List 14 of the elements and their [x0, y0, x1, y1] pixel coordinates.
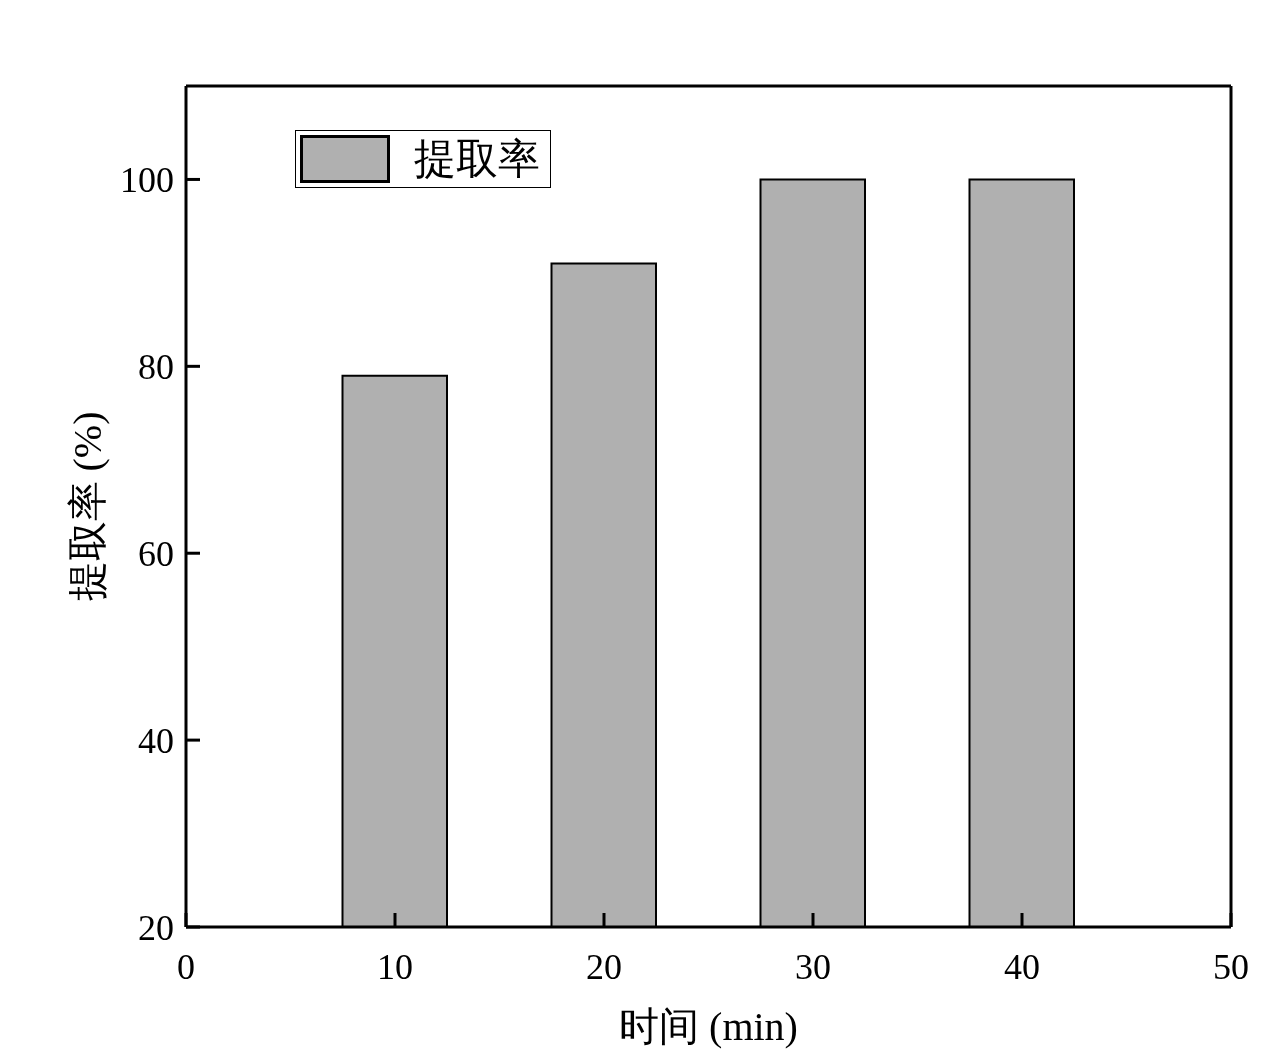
x-tick-label: 40: [1004, 946, 1040, 987]
legend-label: 提取率: [414, 136, 540, 182]
x-tick-label: 30: [795, 946, 831, 987]
y-tick-label: 60: [138, 534, 174, 574]
y-tick-label: 40: [138, 720, 174, 761]
y-tick-label: 20: [138, 907, 174, 948]
x-tick-label: 20: [586, 946, 622, 987]
x-tick-label: 0: [177, 946, 195, 987]
y-tick-label: 80: [138, 347, 174, 388]
x-axis-title: 时间 (min): [619, 1004, 798, 1049]
x-tick-label: 10: [377, 946, 413, 987]
y-axis-title: 提取率 (%): [65, 411, 111, 602]
x-tick-label: 50: [1213, 946, 1249, 987]
y-tick-label: 100: [120, 160, 174, 201]
